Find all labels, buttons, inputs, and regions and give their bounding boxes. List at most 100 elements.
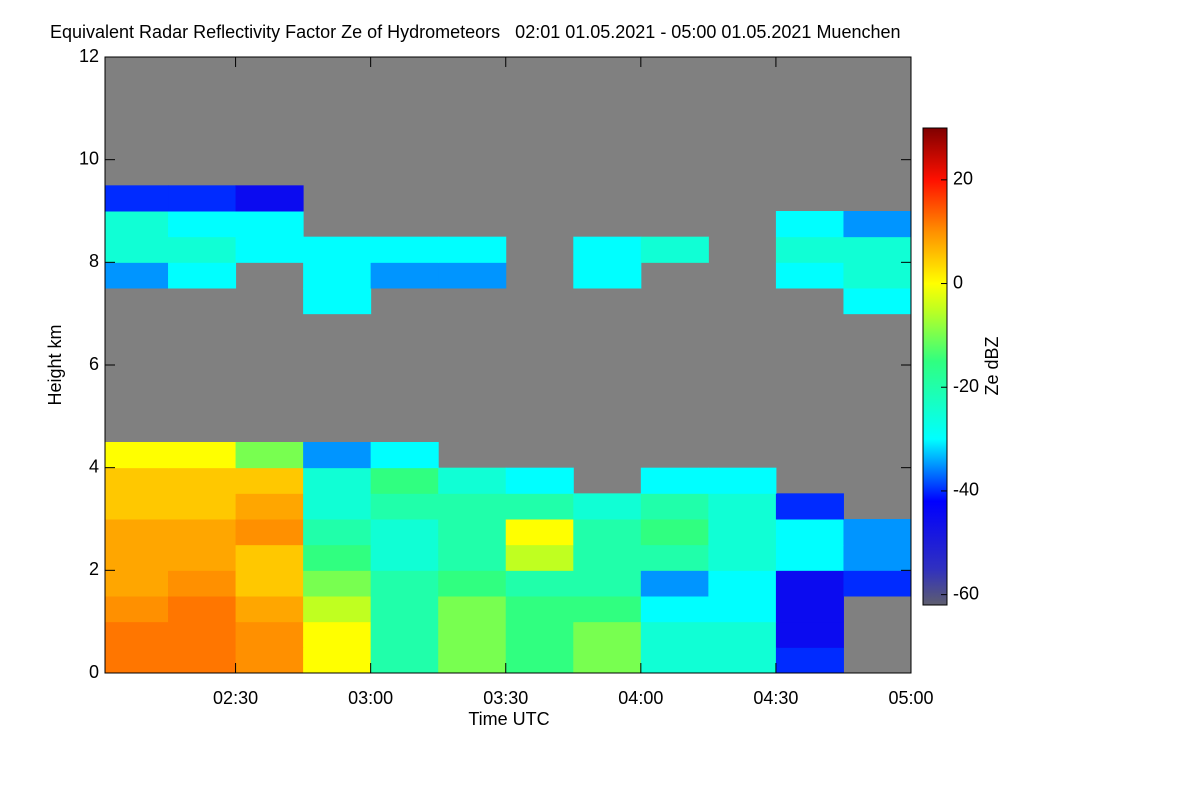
heatmap-cell	[303, 262, 372, 289]
heatmap-cell	[438, 493, 507, 520]
heatmap-cell	[168, 236, 237, 263]
colorbar-label: Ze dBZ	[982, 336, 1002, 395]
heatmap-cell	[843, 544, 912, 571]
heatmap-cell	[775, 519, 844, 546]
heatmap-cell	[105, 570, 169, 597]
heatmap-cell	[505, 621, 574, 648]
colorbar-tick-label: 0	[953, 272, 963, 292]
heatmap-cell	[370, 493, 439, 520]
heatmap-cell	[235, 647, 304, 674]
heatmap-cell	[573, 519, 642, 546]
heatmap-cell	[370, 236, 439, 263]
heatmap-cell	[438, 544, 507, 571]
x-tick-label: 04:30	[753, 688, 798, 708]
heatmap-cell	[438, 262, 507, 289]
heatmap-cell	[370, 647, 439, 674]
heatmap-cell	[843, 570, 912, 597]
heatmap-cell	[843, 211, 912, 238]
heatmap-cell	[235, 596, 304, 623]
heatmap-cell	[640, 596, 709, 623]
y-tick-label: 6	[89, 354, 99, 374]
heatmap-cell	[235, 236, 304, 263]
y-tick-label: 4	[89, 456, 99, 476]
heatmap-cell	[105, 647, 169, 674]
heatmap-cell	[303, 467, 372, 494]
heatmap-cell	[438, 621, 507, 648]
heatmap-cell	[105, 544, 169, 571]
heatmap-cell	[105, 621, 169, 648]
heatmap-cell	[775, 262, 844, 289]
heatmap-cell	[168, 185, 237, 212]
heatmap-cell	[505, 519, 574, 546]
colorbar-tick-label: -20	[953, 376, 979, 396]
x-tick-label: 02:30	[213, 688, 258, 708]
heatmap-cell	[505, 647, 574, 674]
heatmap-cell	[438, 570, 507, 597]
x-tick-label: 03:30	[483, 688, 528, 708]
heatmap-cell	[573, 236, 642, 263]
heatmap-cell	[573, 262, 642, 289]
heatmap-cell	[168, 621, 237, 648]
heatmap-cell	[105, 236, 169, 263]
heatmap-cell	[775, 621, 844, 648]
heatmap-cell	[303, 544, 372, 571]
heatmap-cell	[105, 596, 169, 623]
heatmap-cell	[105, 493, 169, 520]
heatmap-cell	[303, 596, 372, 623]
heatmap-cell	[105, 262, 169, 289]
heatmap-cell	[843, 519, 912, 546]
heatmap-cell	[168, 467, 237, 494]
y-tick-label: 2	[89, 559, 99, 579]
heatmap-cell	[168, 647, 237, 674]
y-tick-label: 0	[89, 662, 99, 682]
y-tick-label: 8	[89, 251, 99, 271]
heatmap-cell	[168, 519, 237, 546]
heatmap-cell	[775, 493, 844, 520]
heatmap-cell	[438, 596, 507, 623]
heatmap-cell	[708, 493, 777, 520]
heatmap-cell	[168, 211, 237, 238]
heatmap-cell	[708, 519, 777, 546]
y-tick-label: 10	[79, 148, 99, 168]
heatmap-cell	[438, 467, 507, 494]
heatmap-cell	[235, 544, 304, 571]
colorbar	[922, 127, 948, 606]
heatmap-cell	[708, 544, 777, 571]
heatmap-cell	[168, 544, 237, 571]
heatmap-cell	[505, 544, 574, 571]
heatmap-cell	[168, 262, 237, 289]
heatmap-cell	[505, 467, 574, 494]
heatmap-cell	[775, 236, 844, 263]
heatmap-cell	[303, 236, 372, 263]
heatmap-cell	[168, 596, 237, 623]
heatmap-cell	[708, 647, 777, 674]
heatmap-cell	[843, 236, 912, 263]
heatmap-cell	[843, 288, 912, 315]
heatmap-cell	[775, 544, 844, 571]
heatmap-cell	[438, 236, 507, 263]
colorbar-tick-label: 20	[953, 169, 973, 189]
y-tick-label: 12	[79, 46, 99, 66]
heatmap-cell	[303, 442, 372, 469]
heatmap-cell	[775, 647, 844, 674]
heatmap-cell	[640, 570, 709, 597]
x-tick-label: 04:00	[618, 688, 663, 708]
heatmap-cell	[775, 596, 844, 623]
heatmap-cell	[438, 647, 507, 674]
heatmap-cell	[708, 570, 777, 597]
heatmap-cell	[775, 211, 844, 238]
heatmap-cell	[370, 519, 439, 546]
heatmap-cell	[105, 519, 169, 546]
heatmap-cell	[303, 647, 372, 674]
heatmap-cell	[370, 467, 439, 494]
heatmap-cell	[505, 596, 574, 623]
heatmap-cell	[168, 570, 237, 597]
heatmap-cell	[168, 442, 237, 469]
heatmap-cell	[105, 442, 169, 469]
heatmap-cell	[303, 570, 372, 597]
heatmap-cell	[235, 185, 304, 212]
heatmap-cell	[370, 544, 439, 571]
heatmap-cell	[573, 570, 642, 597]
heatmap-cell	[235, 442, 304, 469]
